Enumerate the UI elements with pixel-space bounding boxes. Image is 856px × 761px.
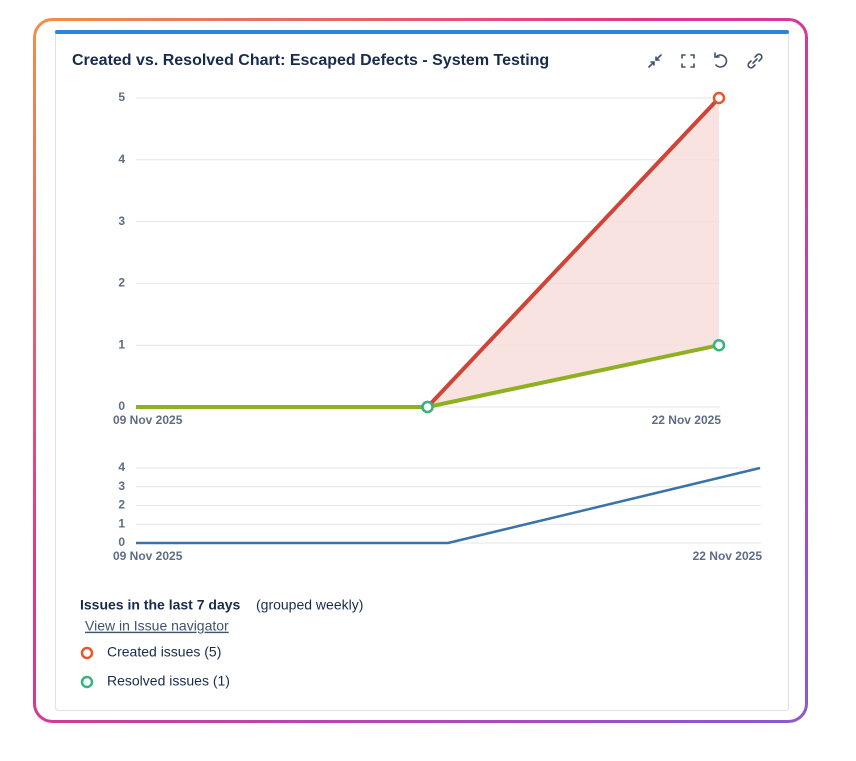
y-tick-label: 3 xyxy=(118,479,125,493)
y-tick-label: 3 xyxy=(118,214,125,228)
y-tick-label: 2 xyxy=(118,276,125,290)
y-tick-label: 2 xyxy=(118,498,125,512)
data-point xyxy=(421,400,434,414)
y-tick-label: 0 xyxy=(118,535,125,549)
series-line xyxy=(136,466,761,545)
link-icon[interactable] xyxy=(747,53,763,69)
x-tick-label: 09 Nov 2025 xyxy=(113,413,183,427)
x-tick-label: 22 Nov 2025 xyxy=(693,549,763,563)
legend-label: Resolved issues (1) xyxy=(107,673,230,689)
y-tick-label: 5 xyxy=(118,90,125,104)
x-tick-label: 09 Nov 2025 xyxy=(113,549,183,563)
card-top-bar xyxy=(55,30,789,34)
y-tick-label: 1 xyxy=(118,337,125,351)
y-tick-label: 4 xyxy=(118,460,125,474)
data-point xyxy=(712,338,726,352)
legend-marker xyxy=(80,646,94,660)
issue-navigator-link[interactable]: View in Issue navigator xyxy=(85,618,229,634)
legend-marker xyxy=(80,675,94,689)
y-tick-label: 1 xyxy=(118,516,125,530)
minimize-icon[interactable] xyxy=(648,54,662,68)
gadget-title: Created vs. Resolved Chart: Escaped Defe… xyxy=(72,52,549,69)
fullscreen-icon[interactable] xyxy=(681,54,695,68)
data-point xyxy=(712,91,726,105)
x-tick-label: 22 Nov 2025 xyxy=(652,413,722,427)
summary-label: Issues in the last 7 days xyxy=(80,597,241,613)
frame xyxy=(33,18,808,723)
legend-label: Created issues (5) xyxy=(107,644,221,660)
refresh-icon[interactable] xyxy=(714,52,728,68)
y-tick-label: 0 xyxy=(118,399,125,413)
summary-note: (grouped weekly) xyxy=(256,597,363,613)
difference-area xyxy=(136,98,719,407)
y-tick-label: 4 xyxy=(118,152,125,166)
